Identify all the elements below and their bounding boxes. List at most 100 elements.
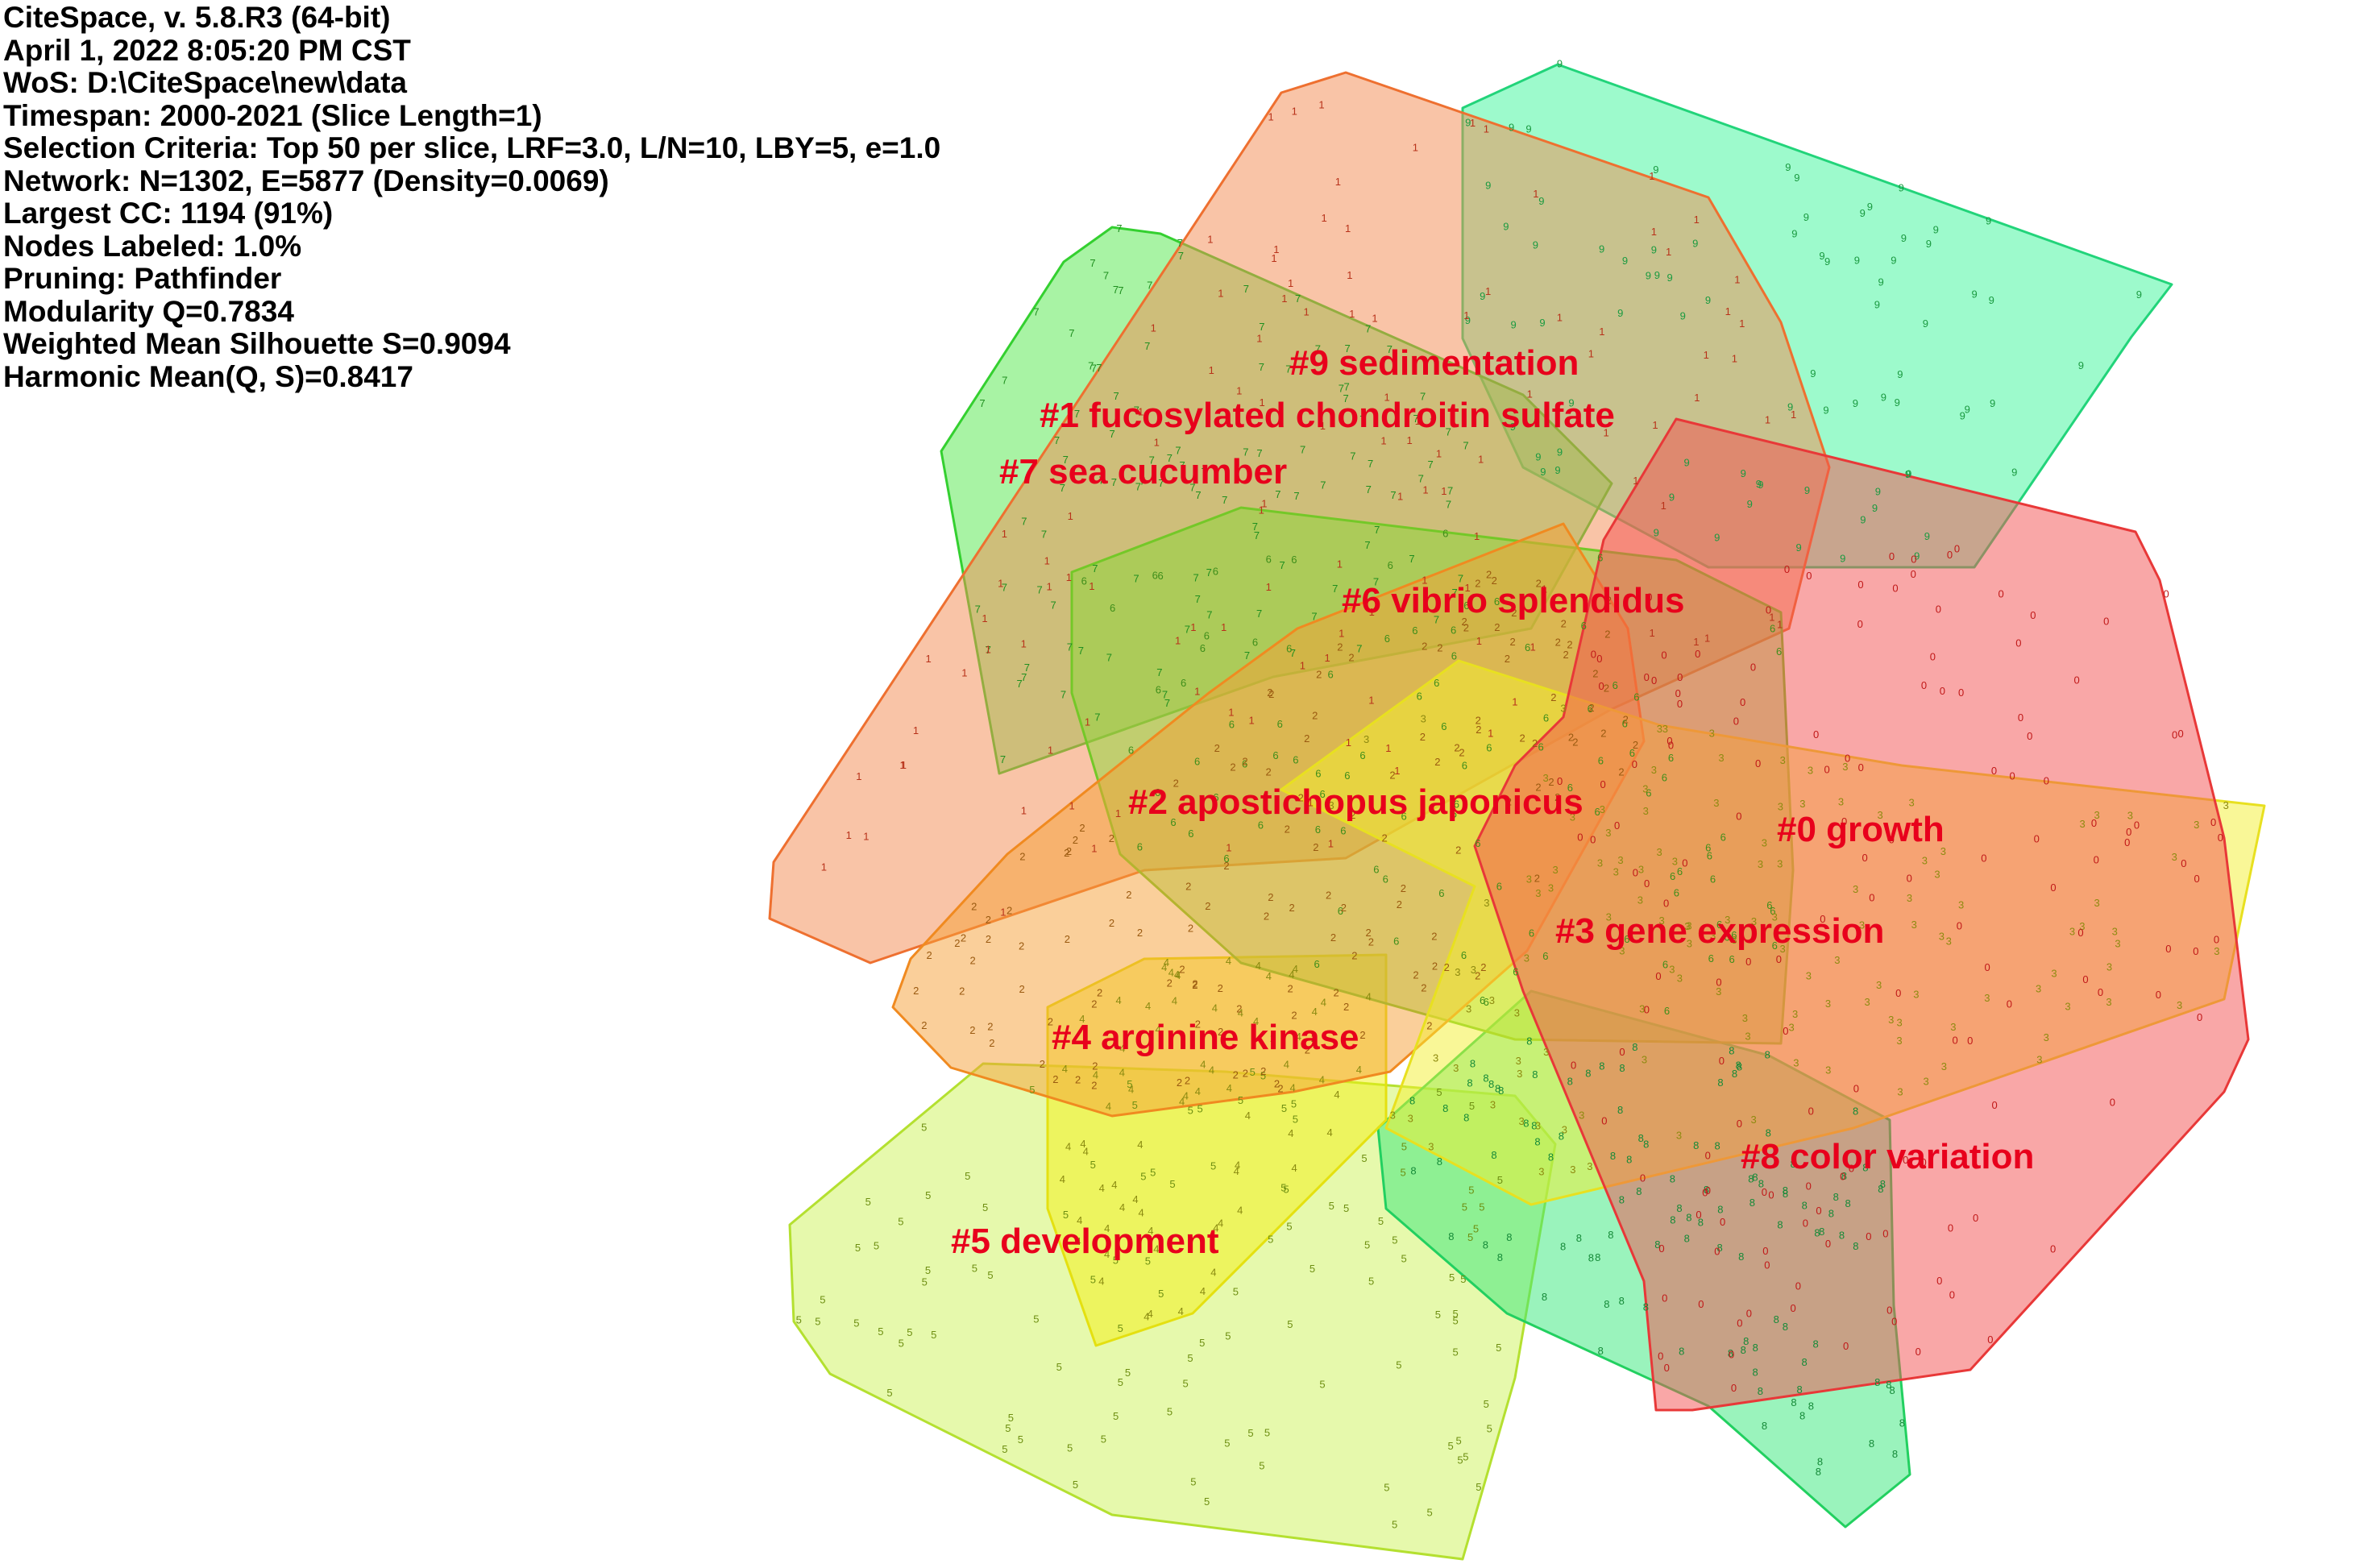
cluster-4-node: 4	[1237, 1204, 1243, 1216]
cluster-6-node: 6	[1624, 933, 1629, 945]
cluster-2-node: 2	[1173, 778, 1179, 790]
cluster-1-node: 1	[1777, 619, 1783, 631]
cluster-8-node: 8	[1636, 1185, 1642, 1197]
cluster-2-node: 2	[1304, 732, 1310, 745]
cluster-3-node: 3	[1672, 856, 1678, 868]
cluster-6-node: 6	[1513, 965, 1518, 977]
cluster-0-node: 0	[2214, 933, 2219, 945]
cluster-0-node: 0	[1953, 1035, 1958, 1047]
cluster-5-node: 5	[1284, 1183, 1289, 1195]
cluster-3-node: 3	[1876, 979, 1882, 991]
cluster-8-node: 8	[1862, 1162, 1868, 1174]
cluster-6-node: 6	[1542, 950, 1548, 962]
cluster-5-node: 5	[820, 1294, 825, 1306]
cluster-2-node: 2	[1312, 709, 1318, 721]
info-line: April 1, 2022 8:05:20 PM CST	[3, 33, 411, 67]
cluster-3-node: 3	[2172, 851, 2177, 863]
cluster-3-node: 3	[1780, 754, 1786, 766]
cluster-8-node: 8	[1762, 1420, 1767, 1432]
cluster-6-node: 6	[1705, 841, 1711, 853]
cluster-6-node: 6	[1772, 940, 1778, 952]
cluster-9-node: 9	[1854, 254, 1860, 266]
cluster-1-node: 1	[1175, 635, 1181, 647]
cluster-9-node: 9	[1853, 397, 1858, 409]
cluster-8-node: 8	[1758, 1385, 1763, 1397]
cluster-7-node: 7	[979, 397, 985, 409]
cluster-hulls	[768, 63, 2266, 1561]
cluster-6-node: 6	[1388, 559, 1393, 571]
cluster-3-node: 3	[1934, 869, 1940, 881]
cluster-9-node: 9	[1557, 58, 1563, 70]
cluster-6-node: 6	[1670, 870, 1675, 882]
cluster-7-node: 7	[1447, 485, 1453, 497]
cluster-1-node: 1	[1209, 364, 1214, 376]
cluster-7-node: 7	[1090, 257, 1095, 269]
cluster-7-node: 7	[1256, 447, 1262, 459]
cluster-8-node: 8	[1506, 1231, 1512, 1243]
cluster-1-node: 1	[1488, 728, 1493, 740]
cluster-2-node: 2	[1218, 982, 1223, 994]
cluster-8-node: 8	[1684, 1233, 1690, 1245]
cluster-2-node: 2	[987, 1020, 993, 1032]
cluster-6-node: 6	[1441, 720, 1446, 732]
cluster-9-node: 9	[1989, 294, 1994, 306]
cluster-0-node: 0	[1776, 953, 1782, 965]
cluster-0-node: 0	[1666, 735, 1672, 747]
cluster-1-node: 1	[1154, 437, 1160, 449]
cluster-9-node: 9	[1960, 409, 1965, 421]
cluster-7-node: 7	[1344, 381, 1350, 393]
cluster-6-node: 6	[1393, 935, 1399, 948]
cluster-8-node: 8	[1802, 1356, 1808, 1368]
cluster-4-node: 4	[1079, 1013, 1085, 1025]
cluster-8-node: 8	[1758, 1178, 1764, 1190]
cluster-4-node: 4	[1111, 1179, 1117, 1191]
cluster-2-node: 2	[1195, 1018, 1201, 1031]
cluster-2-node: 2	[1177, 1076, 1182, 1089]
cluster-0-node: 0	[1677, 671, 1683, 683]
cluster-3-node: 3	[1958, 899, 1964, 911]
cluster-2-node: 2	[921, 1019, 927, 1031]
cluster-4-node: 4	[1290, 1082, 1296, 1094]
cluster-0-node: 0	[2007, 998, 2012, 1010]
cluster-7-node: 7	[1350, 450, 1355, 463]
cluster-7-node: 7	[1290, 647, 1296, 659]
cluster-6-node: 6	[1451, 807, 1457, 819]
cluster-1-node: 1	[1372, 312, 1377, 324]
cluster-8-node: 8	[1585, 1068, 1591, 1080]
cluster-0-node: 0	[1845, 752, 1850, 764]
cluster-3-node: 3	[1909, 797, 1915, 809]
cluster-9-node: 9	[2136, 288, 2142, 301]
cluster-3-node: 3	[1778, 800, 1783, 812]
cluster-3-node: 3	[1897, 1085, 1903, 1097]
cluster-9-node: 9	[1758, 479, 1763, 491]
cluster-1-node: 1	[1652, 419, 1658, 431]
cluster-8-node: 8	[1853, 1240, 1858, 1252]
cluster-4-node: 4	[1327, 1126, 1333, 1139]
cluster-9-node: 9	[1803, 211, 1809, 223]
cluster-2-node: 2	[1285, 823, 1290, 836]
cluster-4-node: 4	[1080, 1138, 1085, 1150]
cluster-7-node: 7	[1185, 623, 1190, 635]
cluster-1-node: 1	[1368, 694, 1374, 706]
cluster-6-node: 6	[1646, 786, 1651, 799]
cluster-9-node: 9	[1465, 117, 1471, 129]
cluster-4-node: 4	[1062, 1063, 1068, 1075]
cluster-6-label: #6 vibrio splendidus	[1342, 581, 1684, 620]
cluster-5-node: 5	[1343, 1202, 1349, 1214]
cluster-2-node: 2	[1064, 847, 1069, 859]
cluster-8-node: 8	[1670, 1172, 1675, 1184]
cluster-5-node: 5	[1396, 1359, 1401, 1371]
cluster-2-node: 2	[1326, 889, 1331, 901]
cluster-3-node: 3	[1535, 887, 1541, 899]
cluster-0-node: 0	[1824, 764, 1830, 776]
cluster-6-node: 6	[1338, 905, 1343, 917]
cluster-9-node: 9	[1914, 550, 1920, 562]
cluster-8-node: 8	[1676, 1202, 1682, 1214]
cluster-0-node: 0	[2194, 873, 2200, 885]
cluster-6-node: 6	[1729, 953, 1735, 965]
cluster-6-node: 6	[1581, 620, 1587, 632]
cluster-3-node: 3	[1888, 1014, 1894, 1026]
cluster-5-node: 5	[1187, 1352, 1193, 1364]
cluster-0-node: 0	[2098, 986, 2103, 998]
cluster-5-node: 5	[965, 1170, 970, 1182]
